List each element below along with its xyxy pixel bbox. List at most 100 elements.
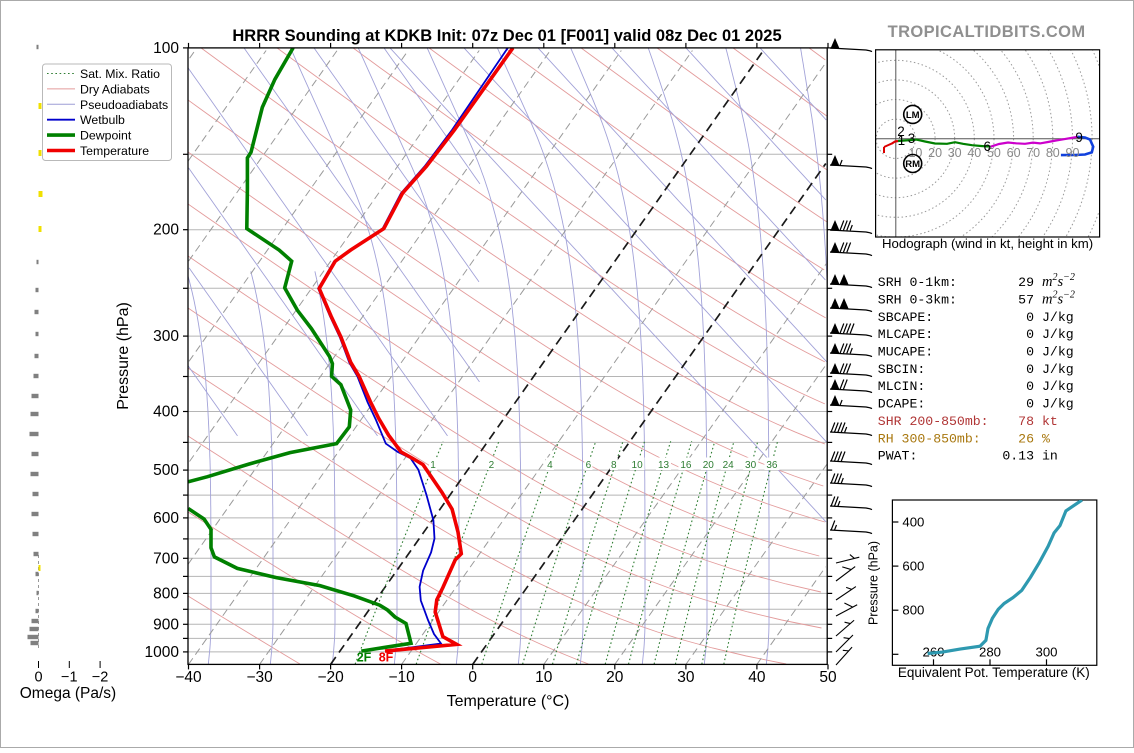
svg-text:MLCIN:: MLCIN: [878,379,925,394]
svg-text:30: 30 [948,146,962,160]
svg-text:Pressure (hPa): Pressure (hPa) [115,302,132,410]
svg-text:29: 29 [1018,275,1034,290]
svg-text:30: 30 [745,460,757,471]
svg-text:Dry Adiabats: Dry Adiabats [80,82,150,96]
svg-text:300: 300 [1035,644,1057,659]
svg-text:900: 900 [153,616,179,633]
svg-text:Pressure (hPa): Pressure (hPa) [867,541,881,625]
svg-text:−2: −2 [92,670,109,686]
svg-text:78: 78 [1018,414,1034,429]
svg-text:−10: −10 [388,669,415,686]
svg-text:TROPICALTIDBITS.COM: TROPICALTIDBITS.COM [888,23,1086,41]
svg-text:2F: 2F [357,651,372,665]
svg-text:13: 13 [658,460,670,471]
svg-text:40: 40 [967,146,981,160]
svg-text:6: 6 [586,460,592,471]
svg-text:0: 0 [1026,310,1034,325]
svg-text:Sat. Mix. Ratio: Sat. Mix. Ratio [80,67,160,81]
svg-text:50: 50 [987,146,1001,160]
svg-text:RH 300-850mb:: RH 300-850mb: [878,431,981,446]
svg-text:600: 600 [902,559,924,574]
svg-text:LM: LM [906,110,920,121]
svg-text:2: 2 [897,124,905,139]
svg-text:40: 40 [748,669,766,686]
svg-text:8F: 8F [379,651,394,665]
svg-text:4: 4 [547,460,553,471]
svg-text:1000: 1000 [145,644,180,661]
svg-text:Temperature (°C): Temperature (°C) [447,693,570,710]
svg-text:SBCAPE:: SBCAPE: [878,310,933,325]
svg-text:100: 100 [153,40,179,57]
svg-text:%: % [1042,431,1050,446]
svg-text:−40: −40 [175,669,202,686]
svg-text:Wetbulb: Wetbulb [80,113,125,127]
svg-text:90: 90 [1066,146,1080,160]
svg-text:0.13: 0.13 [1002,449,1034,464]
svg-text:RM: RM [905,159,920,170]
svg-text:−30: −30 [246,669,273,686]
svg-text:J/kg: J/kg [1042,345,1074,360]
svg-text:J/kg: J/kg [1042,327,1074,342]
svg-text:J/kg: J/kg [1042,310,1074,325]
svg-text:J/kg: J/kg [1042,397,1074,412]
svg-text:MUCAPE:: MUCAPE: [878,345,933,360]
svg-text:1: 1 [898,133,906,148]
svg-text:0: 0 [1026,327,1034,342]
svg-text:36: 36 [766,460,778,471]
svg-text:500: 500 [153,462,179,479]
svg-text:26: 26 [1018,431,1034,446]
svg-text:20: 20 [703,460,715,471]
svg-text:Hodograph (wind in kt, height: Hodograph (wind in kt, height in km) [882,236,1093,251]
svg-text:20: 20 [928,146,942,160]
svg-text:0: 0 [1026,345,1034,360]
svg-text:Equivalent Pot. Temperature (K: Equivalent Pot. Temperature (K) [898,665,1090,680]
svg-text:0: 0 [34,670,42,686]
svg-text:J/kg: J/kg [1042,362,1074,377]
svg-text:10: 10 [535,669,553,686]
svg-text:Omega (Pa/s): Omega (Pa/s) [20,685,116,702]
svg-text:−20: −20 [317,669,344,686]
svg-text:280: 280 [979,644,1001,659]
svg-text:in: in [1042,449,1058,464]
svg-text:HRRR Sounding at KDKB Init: 07: HRRR Sounding at KDKB Init: 07z Dec 01 [… [232,27,781,45]
svg-text:0: 0 [1026,362,1034,377]
svg-text:DCAPE:: DCAPE: [878,397,925,412]
svg-text:9: 9 [1075,130,1083,145]
svg-text:800: 800 [902,603,924,618]
svg-text:70: 70 [1026,146,1040,160]
svg-text:16: 16 [680,460,692,471]
svg-text:700: 700 [153,550,179,567]
svg-text:2: 2 [489,460,495,471]
svg-text:50: 50 [819,669,837,686]
svg-text:J/kg: J/kg [1042,379,1074,394]
svg-text:1: 1 [430,460,436,471]
svg-text:PWAT:: PWAT: [878,449,918,464]
svg-text:Temperature: Temperature [80,144,149,158]
svg-text:SRH 0-1km:: SRH 0-1km: [878,275,957,290]
svg-text:MLCAPE:: MLCAPE: [878,327,933,342]
svg-text:600: 600 [153,510,179,527]
svg-text:24: 24 [723,460,735,471]
svg-text:60: 60 [1007,146,1021,160]
svg-text:800: 800 [153,585,179,602]
svg-text:30: 30 [677,669,695,686]
svg-text:300: 300 [153,328,179,345]
svg-text:0: 0 [468,669,477,686]
svg-text:200: 200 [153,222,179,239]
svg-text:3: 3 [908,131,916,146]
svg-text:6: 6 [984,139,992,154]
svg-text:80: 80 [1046,146,1060,160]
svg-text:SRH 0-3km:: SRH 0-3km: [878,292,957,307]
svg-text:57: 57 [1018,292,1034,307]
svg-text:Pseudoadiabats: Pseudoadiabats [80,98,168,112]
svg-text:10: 10 [632,460,644,471]
svg-text:8: 8 [611,460,617,471]
svg-text:0: 0 [1026,379,1034,394]
svg-text:20: 20 [606,669,624,686]
svg-text:kt: kt [1042,414,1058,429]
svg-text:0: 0 [1026,397,1034,412]
svg-text:Dewpoint: Dewpoint [80,129,132,143]
svg-text:400: 400 [153,404,179,421]
svg-text:−1: −1 [61,670,78,686]
svg-text:SHR 200-850mb:: SHR 200-850mb: [878,414,989,429]
